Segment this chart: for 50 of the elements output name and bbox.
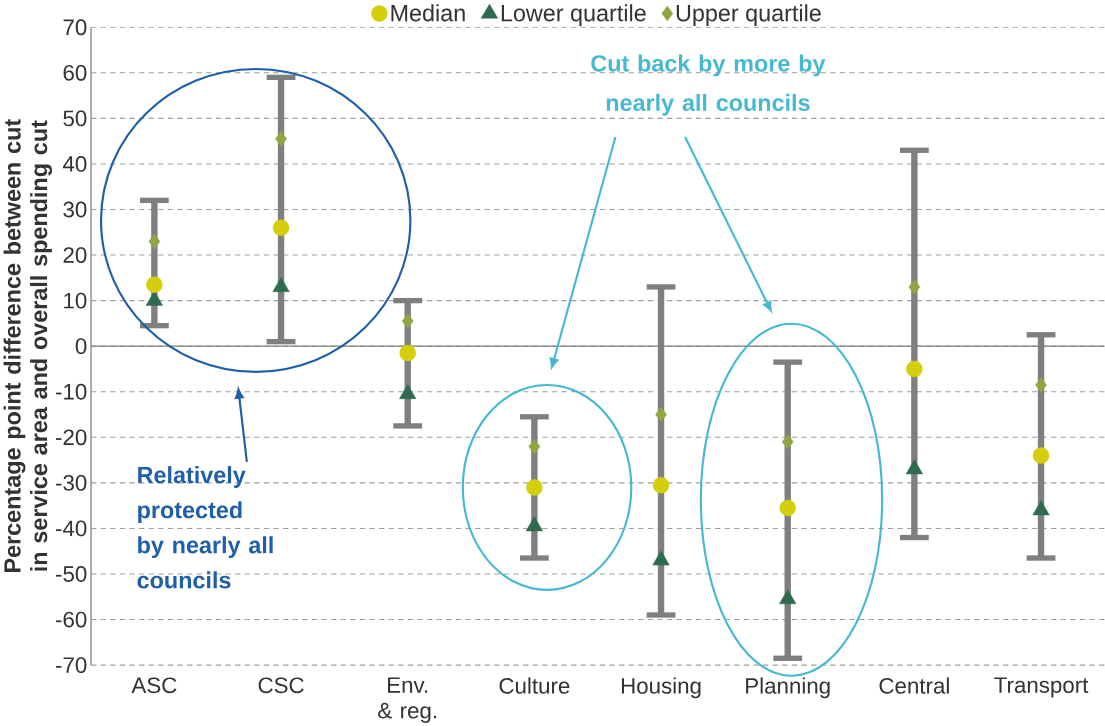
x-tick-label: CSC: [258, 677, 304, 693]
point: [526, 478, 543, 496]
y-tick-label: 60: [63, 64, 87, 81]
point: [779, 499, 796, 516]
point: [1035, 377, 1047, 393]
y-tick-label: -70: [56, 657, 87, 673]
point: [275, 130, 287, 147]
point: [148, 233, 161, 249]
legend-label: Median: [391, 4, 465, 22]
y-tick-label: -20: [56, 429, 87, 445]
point: [528, 438, 541, 454]
point: [399, 344, 416, 362]
y-tick-label: 70: [63, 19, 87, 35]
y-tick-label: -10: [56, 383, 87, 400]
point: [908, 279, 921, 295]
point: [1032, 500, 1050, 516]
point: [1032, 447, 1050, 464]
y-tick-label: -50: [56, 565, 87, 582]
point: [781, 433, 794, 450]
point: [779, 589, 797, 604]
y-tick-label: 10: [64, 292, 87, 309]
point: [652, 550, 670, 566]
y-tick-label: 0: [75, 338, 87, 354]
y-tick-label: -60: [56, 611, 87, 628]
point: [652, 476, 670, 494]
y-tick-label: -40: [56, 520, 87, 537]
x-tick-label: Transport: [994, 677, 1089, 698]
point: [906, 360, 923, 377]
y-tick-label: 30: [63, 201, 87, 218]
legend-label: Lower quartile: [501, 4, 646, 26]
annotation: Relatively protected by nearly all councils: [137, 465, 273, 589]
point: [146, 276, 163, 293]
x-tick-label: Env. & reg.: [378, 677, 437, 723]
x-tick-label: Housing: [621, 677, 701, 698]
point: [272, 219, 290, 236]
y-tick-label: -30: [56, 474, 87, 491]
x-tick-label: Culture: [499, 677, 570, 694]
point: [401, 313, 414, 329]
y-tick-label: 50: [63, 110, 87, 127]
x-tick-label: Planning: [746, 677, 830, 698]
y-tick-label: 20: [63, 246, 87, 263]
legend-label: Upper quartile: [676, 4, 821, 26]
x-tick-label: Central: [879, 677, 949, 694]
y-axis-title: Percentage point difference between cut in service area and overall spending cut: [3, 118, 53, 572]
y-tick-label: 40: [62, 155, 87, 172]
point: [655, 406, 667, 422]
point: [525, 516, 543, 531]
x-tick-label: ASC: [131, 677, 177, 693]
annotation: Cut back by more by nearly all councils: [591, 54, 826, 116]
point: [905, 459, 923, 475]
